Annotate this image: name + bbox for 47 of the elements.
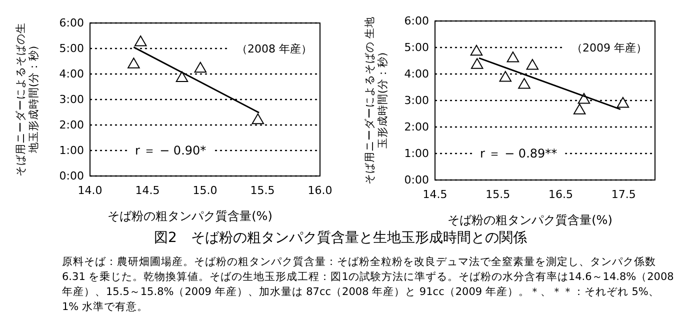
caption: 図2 そば粉の粗タンパク質含量と生地玉形成時間との関係 xyxy=(153,229,528,247)
point xyxy=(506,52,520,62)
x-tick-label: 14.5 xyxy=(422,188,448,201)
y-tick-label: 5:00 xyxy=(404,41,429,54)
x-tick-label: 15.5 xyxy=(486,188,510,201)
x-tick-label: 14.0 xyxy=(78,184,102,197)
y-tick-label: 6:00 xyxy=(59,16,84,30)
x-tick-label: 15.0 xyxy=(192,184,218,197)
y-tick-label: 0:00 xyxy=(59,170,84,183)
point xyxy=(134,36,147,46)
y-tick-label: 2:00 xyxy=(59,118,84,132)
point xyxy=(176,71,188,82)
annotation: r ＝ − 0.89** xyxy=(480,146,558,160)
point xyxy=(616,97,630,108)
y-tick-label: 4:00 xyxy=(59,68,84,81)
point xyxy=(470,44,483,56)
point xyxy=(128,58,140,68)
text: 原料そば：農研畑圃場産。そば粉の粗タンパク質含量：そば粉全粒粉を改良デュマ法で全窒素量を測定し、タンパク係数 6.31 を乗じた。乾物換算値。そばの生地玉形成工程：図1の試験方法に準ずる。そば粉の水分含有率は14.6～14.8%（2008 年産）、15.5～15.8%（2009 年産）、加水量は 87cc（2008 年産）と 91cc（2009 年産）。＊、＊＊：それぞれ 5%、1% 水準で有意。 xyxy=(62,255,674,315)
y-axis-title: そば用ニーダーによるそばの 生地玉形成時間(分：秒) xyxy=(363,16,389,185)
x-tick-label: 15.5 xyxy=(250,184,275,197)
y-tick-label: 5:00 xyxy=(59,42,84,56)
y-tick-label: 1:00 xyxy=(404,147,429,160)
x-tick-label: 16.5 xyxy=(548,188,573,201)
point xyxy=(526,59,539,70)
point xyxy=(194,62,207,73)
y-tick-label: 0:00 xyxy=(404,174,429,187)
y-tick-label: 3:00 xyxy=(59,93,84,106)
x-tick-label: 17.5 xyxy=(611,188,636,201)
annotation: r ＝ − 0.90* xyxy=(135,144,206,158)
y-tick-label: 2:00 xyxy=(404,120,429,134)
y-tick-label: 1:00 xyxy=(59,144,84,158)
point xyxy=(573,104,586,114)
point xyxy=(518,78,530,89)
y-tick-label: 3:00 xyxy=(404,94,429,108)
point xyxy=(578,93,590,104)
annotation: （2009 年産） xyxy=(572,42,647,54)
annotation: （2008 年産） xyxy=(236,42,312,56)
x-tick-label: 16.0 xyxy=(308,184,332,197)
x-axis-title: そば粉の粗タンパク質含量(%) xyxy=(108,209,272,223)
x-tick-label: 14.5 xyxy=(135,184,160,197)
point xyxy=(470,58,484,69)
y-tick-label: 6:00 xyxy=(404,14,429,28)
y-axis-title: そば用ニーダーによるそばの生地玉形成時間(分：秒) xyxy=(14,22,40,176)
point xyxy=(499,70,512,82)
y-tick-label: 4:00 xyxy=(404,68,429,81)
x-axis-title: そば粉の粗タンパク質含量(%) xyxy=(448,213,612,227)
point xyxy=(252,113,264,124)
